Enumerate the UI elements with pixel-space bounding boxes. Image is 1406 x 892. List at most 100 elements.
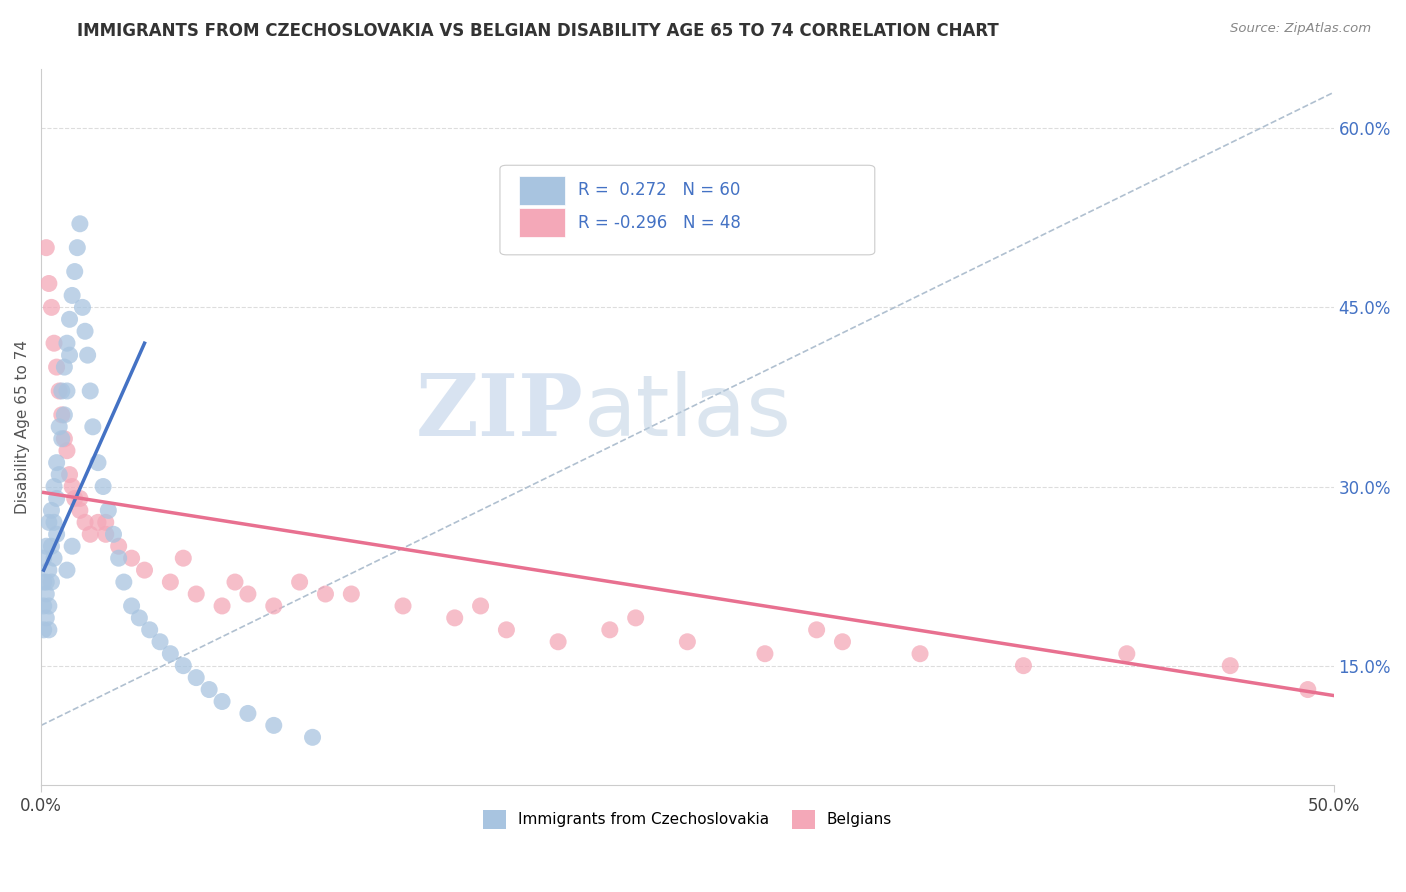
Point bbox=[806, 623, 828, 637]
Point bbox=[831, 634, 853, 648]
Point bbox=[48, 467, 70, 482]
Point bbox=[42, 516, 65, 530]
Point bbox=[624, 611, 647, 625]
Point bbox=[138, 623, 160, 637]
Point bbox=[41, 503, 63, 517]
Point bbox=[58, 348, 80, 362]
Text: IMMIGRANTS FROM CZECHOSLOVAKIA VS BELGIAN DISABILITY AGE 65 TO 74 CORRELATION CH: IMMIGRANTS FROM CZECHOSLOVAKIA VS BELGIA… bbox=[77, 22, 1000, 40]
Point bbox=[107, 551, 129, 566]
Point bbox=[69, 491, 91, 506]
Point bbox=[63, 264, 86, 278]
Point bbox=[754, 647, 776, 661]
Point bbox=[32, 623, 55, 637]
Point bbox=[103, 527, 125, 541]
Point bbox=[63, 491, 86, 506]
Point bbox=[56, 563, 79, 577]
Point bbox=[79, 527, 101, 541]
Point bbox=[66, 241, 89, 255]
Point bbox=[470, 599, 492, 613]
Point bbox=[79, 384, 101, 398]
Point bbox=[91, 479, 114, 493]
Point bbox=[87, 456, 110, 470]
Point bbox=[51, 408, 73, 422]
Point bbox=[45, 360, 67, 375]
Point bbox=[159, 575, 181, 590]
FancyBboxPatch shape bbox=[519, 208, 565, 237]
Point bbox=[60, 288, 83, 302]
Point bbox=[72, 301, 94, 315]
Point bbox=[38, 277, 60, 291]
Point bbox=[121, 599, 143, 613]
Point bbox=[76, 348, 98, 362]
Point bbox=[314, 587, 336, 601]
Point bbox=[676, 634, 699, 648]
Point bbox=[211, 599, 233, 613]
Point bbox=[53, 408, 76, 422]
Point bbox=[41, 301, 63, 315]
Point bbox=[1296, 682, 1319, 697]
Point bbox=[186, 671, 208, 685]
Point bbox=[45, 527, 67, 541]
Point bbox=[186, 587, 208, 601]
Point bbox=[53, 360, 76, 375]
Point bbox=[107, 539, 129, 553]
Point bbox=[82, 419, 104, 434]
Text: Source: ZipAtlas.com: Source: ZipAtlas.com bbox=[1230, 22, 1371, 36]
Point bbox=[41, 539, 63, 553]
Point bbox=[94, 516, 117, 530]
Text: ZIP: ZIP bbox=[416, 370, 583, 455]
Point bbox=[599, 623, 621, 637]
Point bbox=[134, 563, 156, 577]
Point bbox=[301, 731, 323, 745]
Point bbox=[1012, 658, 1035, 673]
Point bbox=[340, 587, 363, 601]
Point bbox=[58, 467, 80, 482]
Point bbox=[263, 599, 285, 613]
Text: R = -0.296   N = 48: R = -0.296 N = 48 bbox=[578, 213, 741, 232]
Point bbox=[51, 384, 73, 398]
Point bbox=[211, 694, 233, 708]
Point bbox=[38, 623, 60, 637]
Point bbox=[263, 718, 285, 732]
Point bbox=[32, 551, 55, 566]
Point bbox=[45, 491, 67, 506]
Point bbox=[495, 623, 517, 637]
Point bbox=[56, 384, 79, 398]
Point bbox=[69, 503, 91, 517]
Point bbox=[35, 539, 58, 553]
Point bbox=[42, 551, 65, 566]
Point bbox=[32, 599, 55, 613]
Point bbox=[1115, 647, 1137, 661]
Point bbox=[38, 516, 60, 530]
FancyBboxPatch shape bbox=[519, 176, 565, 204]
Point bbox=[60, 479, 83, 493]
Point bbox=[35, 611, 58, 625]
Point bbox=[38, 563, 60, 577]
Point bbox=[35, 241, 58, 255]
Text: atlas: atlas bbox=[583, 371, 792, 454]
Point bbox=[121, 551, 143, 566]
Point bbox=[159, 647, 181, 661]
Point bbox=[198, 682, 221, 697]
Point bbox=[48, 419, 70, 434]
Point bbox=[908, 647, 931, 661]
Point bbox=[392, 599, 415, 613]
Point bbox=[56, 336, 79, 351]
Point bbox=[288, 575, 311, 590]
Point bbox=[1219, 658, 1241, 673]
Point bbox=[172, 658, 194, 673]
Point bbox=[547, 634, 569, 648]
Point bbox=[58, 312, 80, 326]
Point bbox=[48, 384, 70, 398]
Point bbox=[112, 575, 135, 590]
Point bbox=[236, 706, 259, 721]
Point bbox=[56, 443, 79, 458]
Point bbox=[149, 634, 172, 648]
Point bbox=[224, 575, 246, 590]
Point bbox=[38, 599, 60, 613]
Point bbox=[69, 217, 91, 231]
FancyBboxPatch shape bbox=[501, 165, 875, 255]
Point bbox=[172, 551, 194, 566]
Legend: Immigrants from Czechoslovakia, Belgians: Immigrants from Czechoslovakia, Belgians bbox=[477, 804, 898, 835]
Point bbox=[94, 527, 117, 541]
